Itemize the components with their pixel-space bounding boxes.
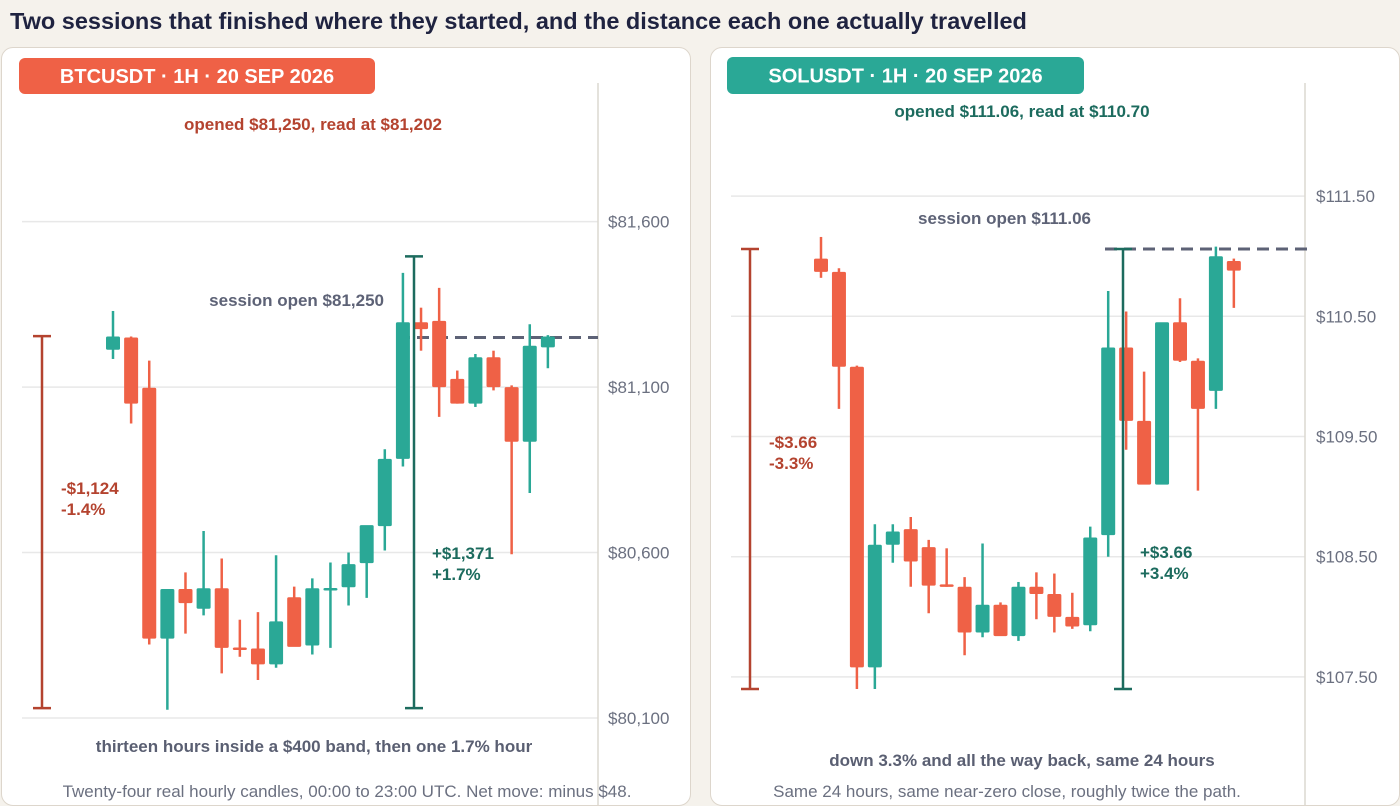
y-tick-label: $108.50	[1316, 548, 1377, 567]
chart-subtitle: opened $81,250, read at $81,202	[184, 115, 442, 134]
symbol-badge-text: SOLUSDT · 1H · 20 SEP 2026	[768, 66, 1042, 88]
chart-footnote: Twenty-four real hourly candles, 00:00 t…	[63, 782, 632, 801]
range-up-amount: +$3.66	[1140, 543, 1192, 562]
candle-body-down	[486, 357, 501, 388]
candle-body-down	[214, 588, 229, 648]
sol-candlestick-chart: $111.50 $110.50 $109.50 $108.50 $107.50 SOLUS…	[727, 57, 1377, 805]
range-down-amount: -$1,124	[61, 479, 119, 498]
candle-body-up	[1083, 537, 1098, 626]
session-open-label: session open $111.06	[918, 209, 1091, 228]
candle-body-up	[196, 588, 211, 609]
candle-body-up	[323, 587, 338, 591]
symbol-badge-text: BTCUSDT · 1H · 20 SEP 2026	[60, 66, 334, 88]
candle-body-up	[468, 357, 483, 404]
candle-body-down	[414, 322, 429, 330]
y-tick-label: $107.50	[1316, 668, 1377, 687]
candle-body-down	[142, 387, 157, 639]
candle-body-down	[849, 366, 864, 668]
candle-body-down	[921, 547, 936, 586]
candle-body-down	[939, 584, 954, 587]
candle-body-up	[341, 564, 356, 588]
candle-body-down	[432, 320, 447, 388]
candle-body-down	[1173, 322, 1187, 361]
candle-body-down	[1029, 586, 1044, 594]
y-tick-label: $109.50	[1316, 428, 1377, 447]
y-tick-label: $80,100	[608, 709, 669, 728]
candle-body-up	[160, 588, 175, 639]
y-tick-label: $110.50	[1316, 307, 1376, 326]
candle-body-down	[1226, 261, 1241, 271]
candle-body-down	[178, 588, 193, 604]
candle-body-up	[885, 531, 900, 545]
btc-candlestick-chart: $81,600 $81,100 $80,600 $80,100 BTCUSDT · 1H…	[19, 58, 669, 805]
candle-body-down	[250, 648, 265, 665]
candle-body-up	[395, 322, 410, 459]
chart-footnote: Same 24 hours, same near-zero close, rou…	[773, 782, 1241, 801]
candle-body-up	[377, 458, 392, 527]
candle-body-down	[903, 529, 918, 562]
candle-body-down	[814, 258, 828, 272]
candle-body-down	[957, 586, 972, 633]
candle-body-down	[232, 647, 247, 651]
candle-body-down	[993, 604, 1008, 637]
candle-body-up	[1208, 256, 1223, 391]
chart-subtitle: opened $111.06, read at $110.70	[894, 102, 1149, 121]
candle-body-up	[269, 621, 284, 665]
y-tick-label: $111.50	[1316, 187, 1375, 206]
range-down-amount: -$3.66	[769, 433, 817, 452]
candle-body-up	[106, 336, 120, 350]
candle-body-up	[1011, 586, 1026, 637]
candle-body-down	[287, 597, 302, 647]
range-down-percent: -3.3%	[769, 454, 813, 473]
session-open-label: session open $81,250	[209, 291, 384, 310]
symbol-badge	[19, 58, 375, 94]
candle-body-up	[540, 336, 555, 348]
candle-body-down	[1119, 347, 1134, 421]
candle-body-down	[504, 387, 519, 442]
candle-body-down	[450, 378, 465, 404]
chart-caption: down 3.3% and all the way back, same 24 …	[829, 751, 1214, 770]
btc-chart-panel: $81,600 $81,100 $80,600 $80,100 BTCUSDT · 1H…	[1, 47, 691, 806]
candle-body-up	[522, 345, 537, 442]
candle-body-down	[1065, 616, 1080, 627]
page-title: Two sessions that finished where they st…	[10, 8, 1027, 34]
candle-body-up	[867, 544, 882, 668]
candle-body-up	[1101, 347, 1116, 536]
candle-body-down	[1190, 360, 1205, 409]
candle-body-down	[1047, 593, 1062, 617]
y-tick-label: $81,100	[608, 378, 669, 397]
candle-body-up	[1155, 322, 1170, 485]
candle-body-up	[975, 604, 990, 633]
chart-caption: thirteen hours inside a $400 band, then …	[96, 737, 533, 756]
candle-body-up	[359, 525, 374, 564]
candle-body-down	[831, 271, 846, 367]
candle-body-up	[305, 588, 320, 646]
y-tick-label: $80,600	[608, 544, 669, 563]
candle-body-down	[124, 337, 139, 404]
symbol-badge	[727, 57, 1084, 94]
range-up-percent: +3.4%	[1140, 564, 1189, 583]
sol-chart-panel: $111.50 $110.50 $109.50 $108.50 $107.50 SOLUS…	[710, 47, 1400, 806]
range-up-percent: +1.7%	[432, 565, 481, 584]
range-up-amount: +$1,371	[432, 544, 494, 563]
y-tick-label: $81,600	[608, 213, 669, 232]
candle-body-down	[1137, 420, 1152, 485]
range-down-percent: -1.4%	[61, 500, 105, 519]
